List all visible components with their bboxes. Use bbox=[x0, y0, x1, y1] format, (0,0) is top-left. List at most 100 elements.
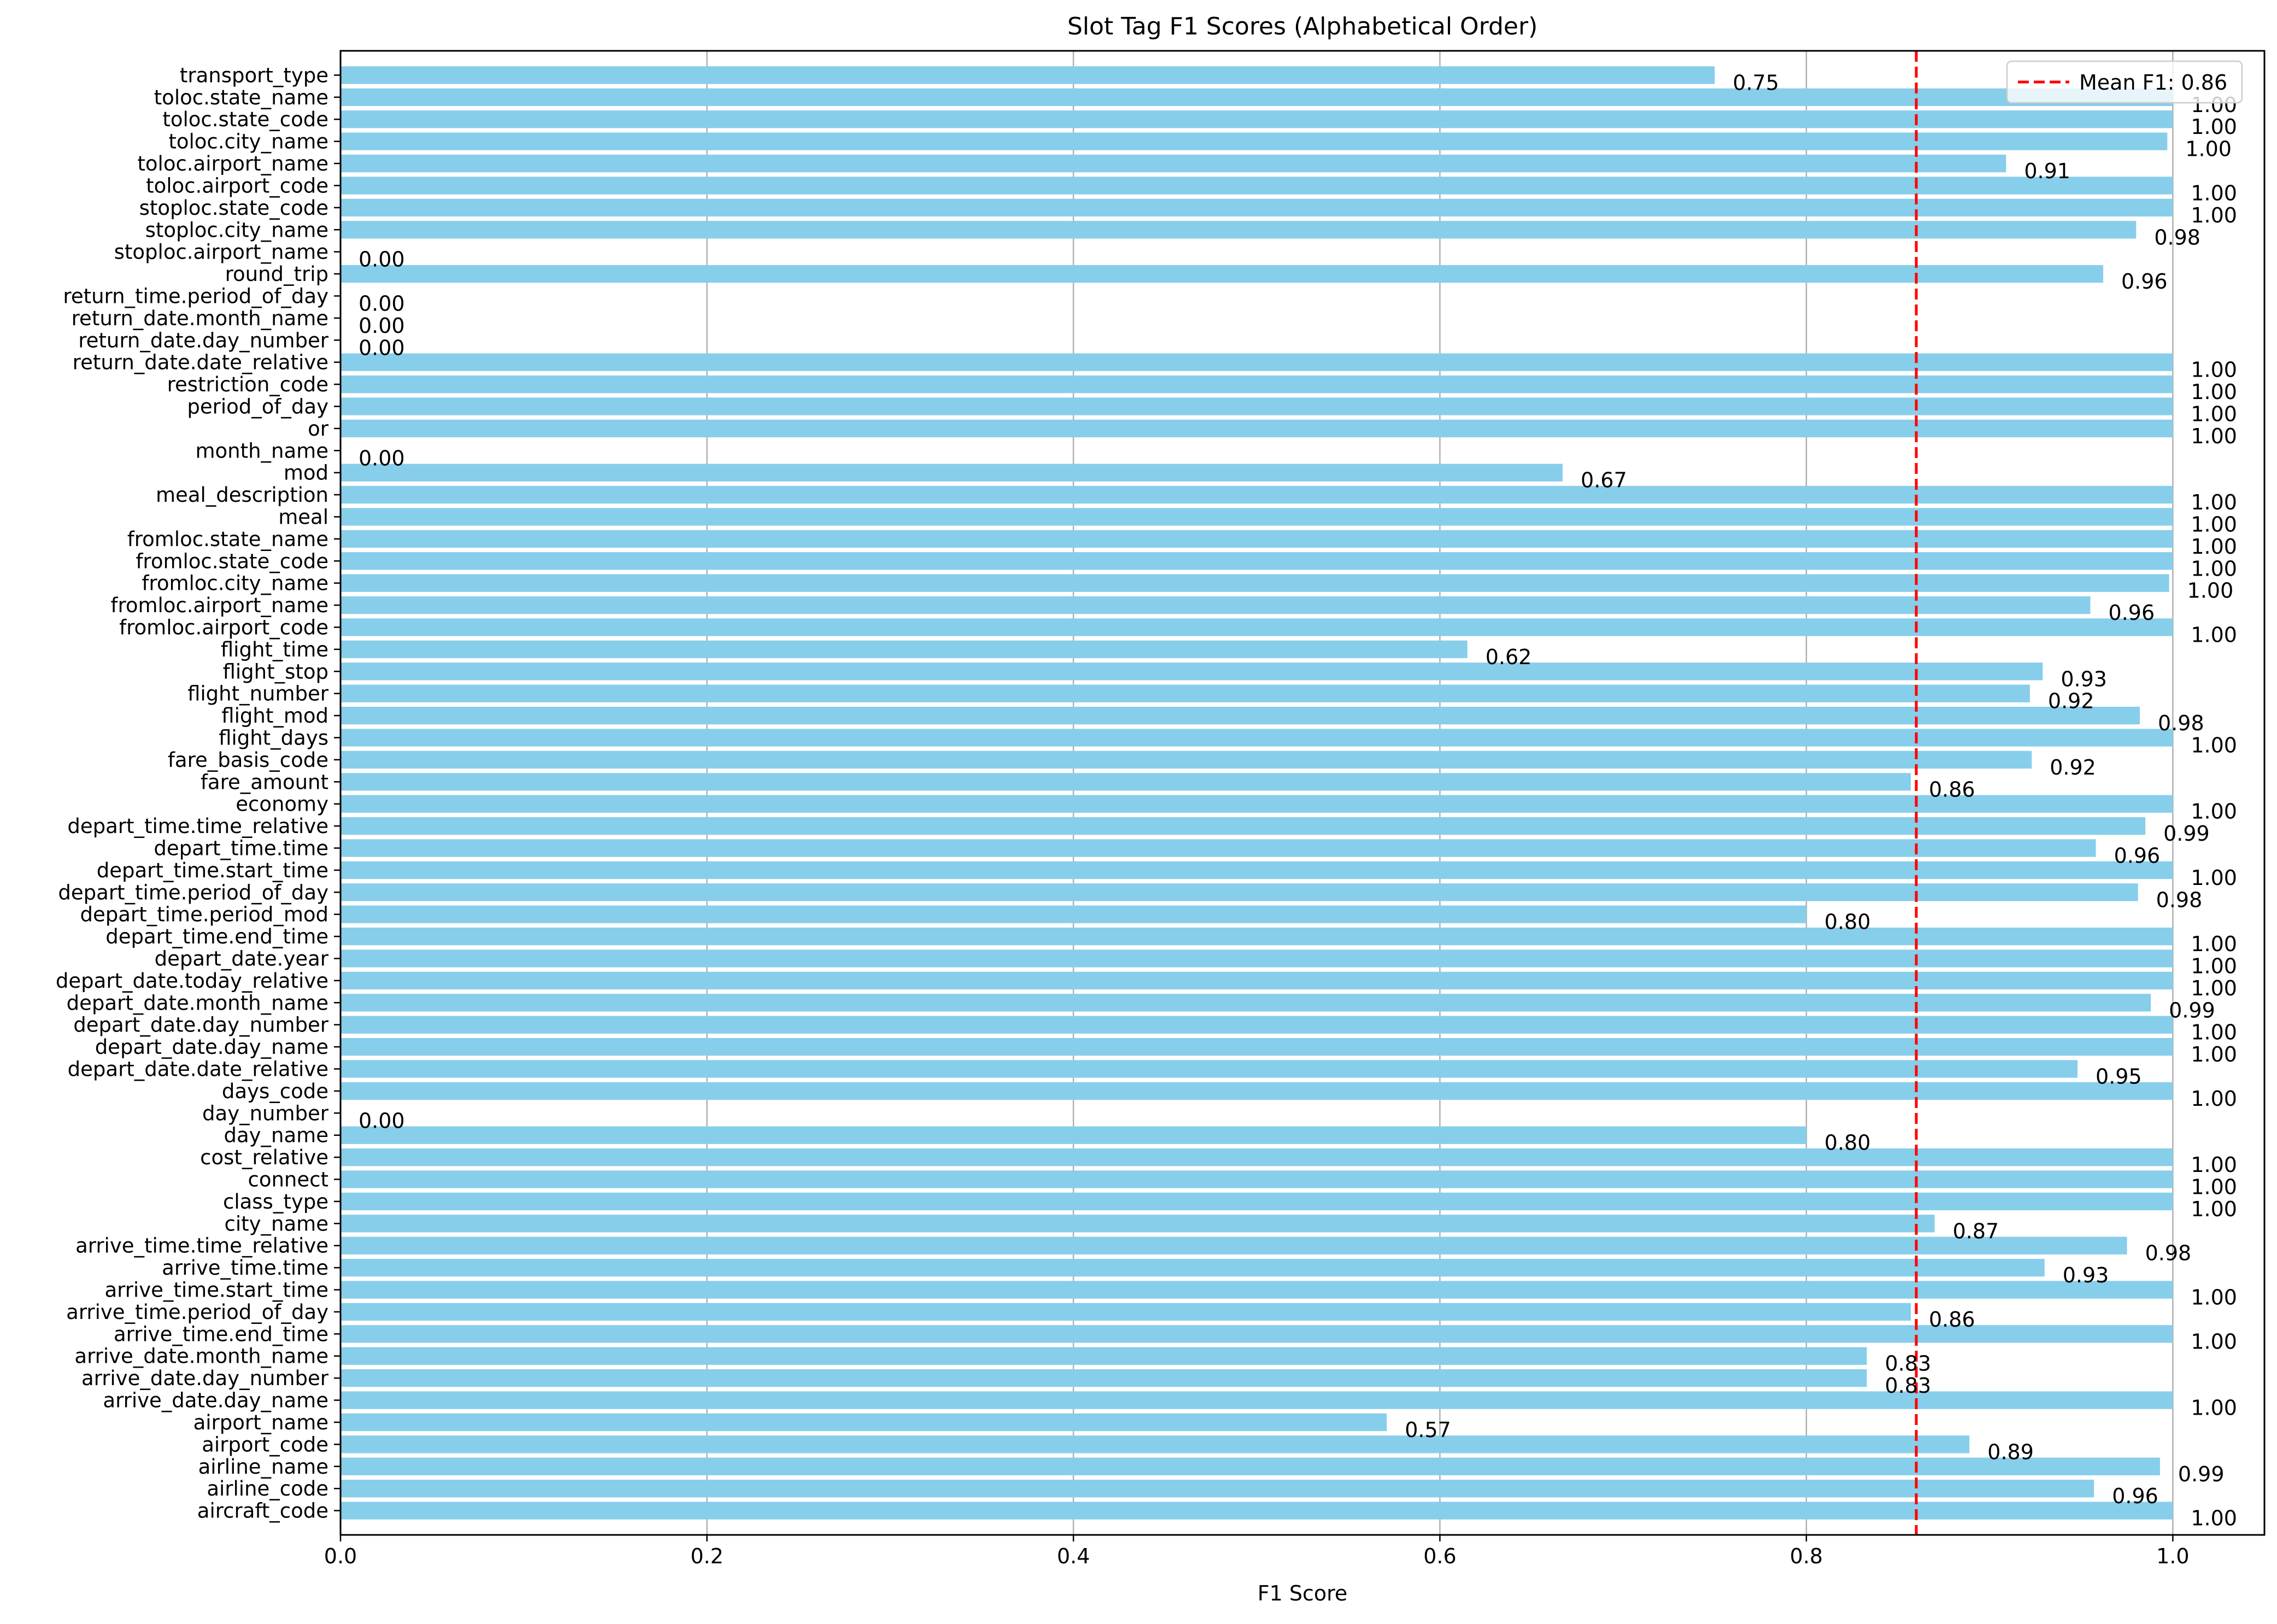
bar bbox=[341, 66, 1715, 84]
bar-value-label: 0.98 bbox=[2156, 888, 2203, 912]
y-tick-label: connect bbox=[248, 1168, 329, 1192]
bar bbox=[341, 883, 2138, 901]
bar-value-label: 1.00 bbox=[2191, 1087, 2237, 1111]
x-axis-tick-labels: 0.0 0.2 0.4 0.6 0.8 1.0 bbox=[324, 1535, 2190, 1568]
bar-value-label: 0.86 bbox=[1929, 777, 1975, 801]
bar bbox=[341, 1060, 2078, 1078]
bar-value-label: 0.87 bbox=[1953, 1219, 1999, 1243]
bar bbox=[341, 1325, 2173, 1343]
bar-value-label: 1.00 bbox=[2191, 733, 2237, 757]
bar-value-label: 0.96 bbox=[2109, 601, 2155, 625]
bar bbox=[341, 795, 2173, 813]
y-tick-label: depart_date.year bbox=[155, 947, 329, 971]
bar-value-label: 0.00 bbox=[359, 1109, 405, 1133]
x-tick-label: 0.8 bbox=[1790, 1544, 1823, 1568]
y-tick-label: restriction_code bbox=[167, 373, 328, 396]
bar bbox=[341, 706, 2140, 725]
y-tick-label: fare_amount bbox=[201, 770, 328, 794]
bar-value-label: 0.96 bbox=[2121, 269, 2168, 294]
legend-box bbox=[2006, 60, 2243, 104]
bar bbox=[341, 751, 2032, 769]
bar-value-label: 0.00 bbox=[359, 291, 405, 315]
bar-value-labels: 1.000.960.990.890.571.000.830.831.000.86… bbox=[359, 71, 2237, 1530]
bar bbox=[341, 1502, 2173, 1520]
bar bbox=[341, 198, 2173, 217]
bar bbox=[341, 994, 2151, 1012]
y-tick-label: stoploc.city_name bbox=[145, 218, 328, 242]
bar bbox=[341, 265, 2103, 283]
bar-value-label: 0.83 bbox=[1885, 1374, 1932, 1398]
y-tick-label: return_date.month_name bbox=[72, 307, 328, 330]
y-tick-label: fromloc.state_code bbox=[136, 549, 328, 573]
y-tick-label: toloc.city_name bbox=[168, 130, 328, 154]
y-tick-label: airline_name bbox=[198, 1455, 328, 1479]
y-tick-label: arrive_time.time bbox=[162, 1256, 328, 1280]
bar-value-label: 0.92 bbox=[2050, 755, 2096, 779]
chart-title: Slot Tag F1 Scores (Alphabetical Order) bbox=[1067, 13, 1538, 40]
y-tick-label: depart_time.period_mod bbox=[80, 903, 328, 927]
bar-value-label: 0.67 bbox=[1581, 468, 1627, 493]
y-tick-label: mod bbox=[284, 461, 328, 485]
bar-value-label: 1.00 bbox=[2191, 358, 2237, 382]
bar-value-label: 1.00 bbox=[2191, 490, 2237, 514]
y-tick-label: arrive_time.start_time bbox=[104, 1279, 328, 1302]
bar bbox=[341, 1457, 2160, 1475]
bar-value-label: 0.92 bbox=[2048, 689, 2094, 713]
y-tick-label: toloc.airport_name bbox=[137, 152, 328, 175]
bar-value-label: 1.00 bbox=[2191, 1042, 2237, 1066]
x-tick-label: 0.2 bbox=[690, 1544, 723, 1568]
y-tick-label: stoploc.airport_name bbox=[114, 241, 328, 264]
bar bbox=[341, 1170, 2173, 1188]
y-tick-label: depart_time.period_of_day bbox=[58, 881, 328, 904]
bar bbox=[341, 773, 1911, 791]
bar-value-label: 0.93 bbox=[2061, 667, 2107, 691]
y-tick-label: depart_time.end_time bbox=[105, 925, 328, 948]
y-tick-label: toloc.state_name bbox=[154, 86, 328, 109]
bar-value-label: 0.96 bbox=[2112, 1484, 2158, 1508]
bar bbox=[341, 729, 2173, 747]
y-tick-label: depart_date.day_number bbox=[73, 1013, 329, 1037]
y-tick-label: return_time.period_of_day bbox=[63, 284, 328, 308]
bar bbox=[341, 1479, 2094, 1498]
bar-value-label: 1.00 bbox=[2191, 203, 2237, 227]
bar-value-label: 1.00 bbox=[2191, 623, 2237, 647]
bar-value-label: 1.00 bbox=[2191, 181, 2237, 205]
bar bbox=[341, 817, 2146, 835]
bar bbox=[341, 1413, 1387, 1432]
y-tick-label: flight_number bbox=[187, 682, 329, 706]
y-axis-tick-labels: aircraft_codeairline_codeairline_nameair… bbox=[56, 63, 341, 1523]
bar bbox=[341, 530, 2173, 548]
bar-value-label: 1.00 bbox=[2191, 866, 2237, 890]
y-tick-label: round_trip bbox=[225, 262, 328, 286]
bar bbox=[341, 508, 2173, 526]
bar bbox=[341, 1126, 1806, 1144]
bar bbox=[341, 1435, 1970, 1453]
bar-value-label: 1.00 bbox=[2191, 1286, 2237, 1310]
bar bbox=[341, 1148, 2173, 1166]
bar bbox=[341, 1016, 2173, 1034]
bar-value-label: 0.89 bbox=[1987, 1440, 2034, 1464]
bar-value-label: 1.00 bbox=[2191, 115, 2237, 139]
bar bbox=[341, 1391, 2173, 1409]
y-tick-label: transport_type bbox=[180, 63, 328, 87]
bar bbox=[341, 177, 2173, 195]
bar-value-label: 0.00 bbox=[359, 446, 405, 470]
bar bbox=[341, 596, 2091, 614]
legend-mean-label: Mean F1: 0.86 bbox=[2079, 71, 2227, 95]
bar bbox=[341, 1347, 1867, 1365]
bar bbox=[341, 110, 2173, 128]
y-tick-label: arrive_date.day_number bbox=[81, 1367, 329, 1390]
y-tick-label: depart_date.day_name bbox=[95, 1035, 328, 1059]
bar bbox=[341, 1215, 1935, 1233]
y-tick-label: arrive_date.month_name bbox=[74, 1345, 328, 1368]
y-tick-label: economy bbox=[236, 793, 328, 816]
bar-value-label: 1.00 bbox=[2191, 1506, 2237, 1531]
bar-value-label: 0.80 bbox=[1824, 1131, 1871, 1155]
y-tick-label: depart_date.date_relative bbox=[68, 1058, 328, 1081]
y-tick-label: airport_code bbox=[202, 1433, 328, 1456]
bar bbox=[341, 132, 2168, 150]
bar-value-label: 1.00 bbox=[2191, 424, 2237, 448]
bar bbox=[341, 154, 2006, 173]
y-tick-label: day_number bbox=[202, 1101, 329, 1125]
